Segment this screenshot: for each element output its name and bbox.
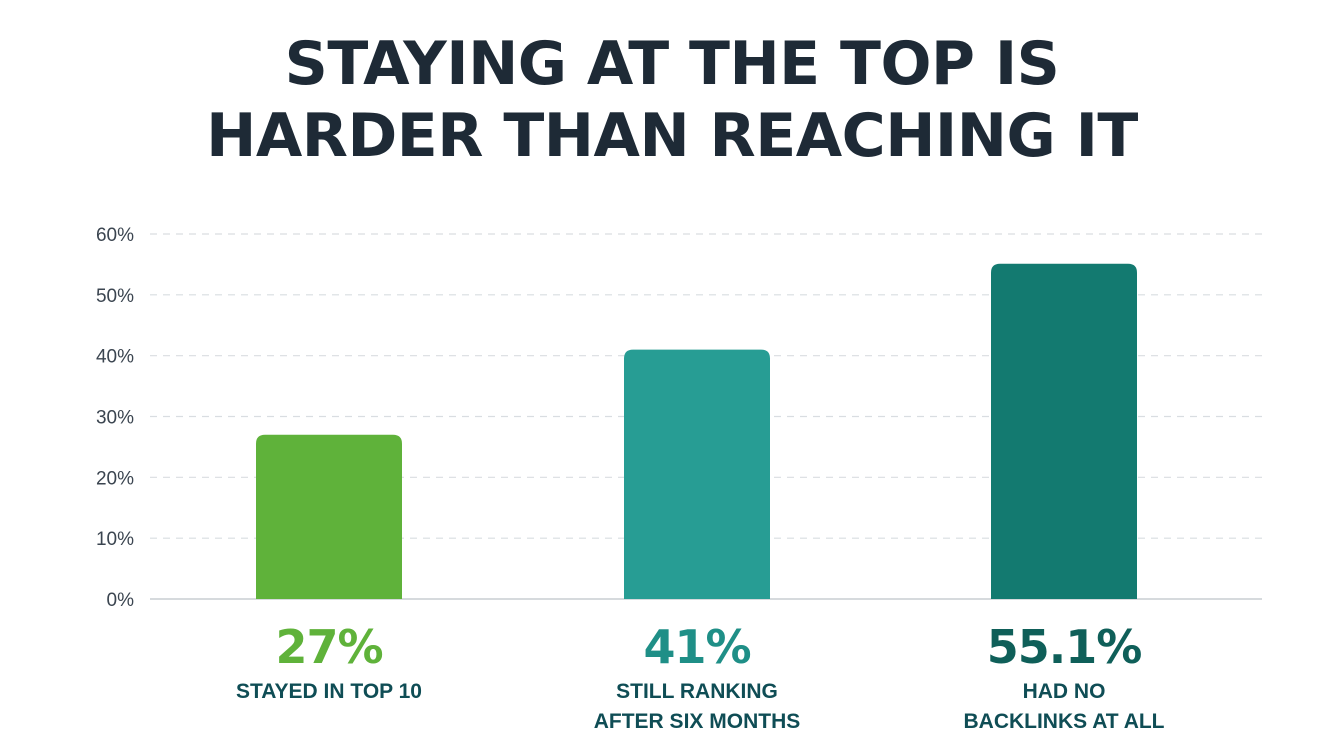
category-label: STILL RANKING	[616, 680, 778, 703]
bar-value-label: 55.1%	[987, 620, 1142, 674]
y-tick-label: 10%	[96, 529, 134, 550]
y-tick-label: 30%	[96, 408, 134, 429]
bar	[624, 349, 770, 599]
bar	[256, 434, 402, 599]
bar-value-label: 27%	[275, 620, 382, 674]
category-label: BACKLINKS AT ALL	[963, 710, 1164, 733]
y-tick-label: 20%	[96, 468, 134, 489]
y-tick-label: 0%	[107, 590, 135, 611]
y-axis-ticks: 0% 10% 20% 30% 40% 50% 60%	[96, 225, 134, 611]
category-label: HAD NO	[1023, 680, 1106, 703]
category-label: STAYED IN TOP 10	[236, 680, 422, 703]
bars	[256, 263, 1137, 599]
chart-title: STAYING AT THE TOP IS HARDER THAN REACHI…	[0, 28, 1344, 172]
y-tick-label: 40%	[96, 347, 134, 368]
bar-labels: 27% STAYED IN TOP 10 41% STILL RANKING AFTER…	[236, 620, 1165, 733]
chart-title-line-2: HARDER THAN REACHING IT	[206, 101, 1138, 171]
bar-value-label: 41%	[643, 620, 750, 674]
chart-title-line-1: STAYING AT THE TOP IS	[284, 29, 1060, 99]
y-tick-label: 60%	[96, 225, 134, 246]
y-tick-label: 50%	[96, 286, 134, 307]
category-label: AFTER SIX MONTHS	[594, 710, 801, 733]
bar	[991, 263, 1137, 599]
